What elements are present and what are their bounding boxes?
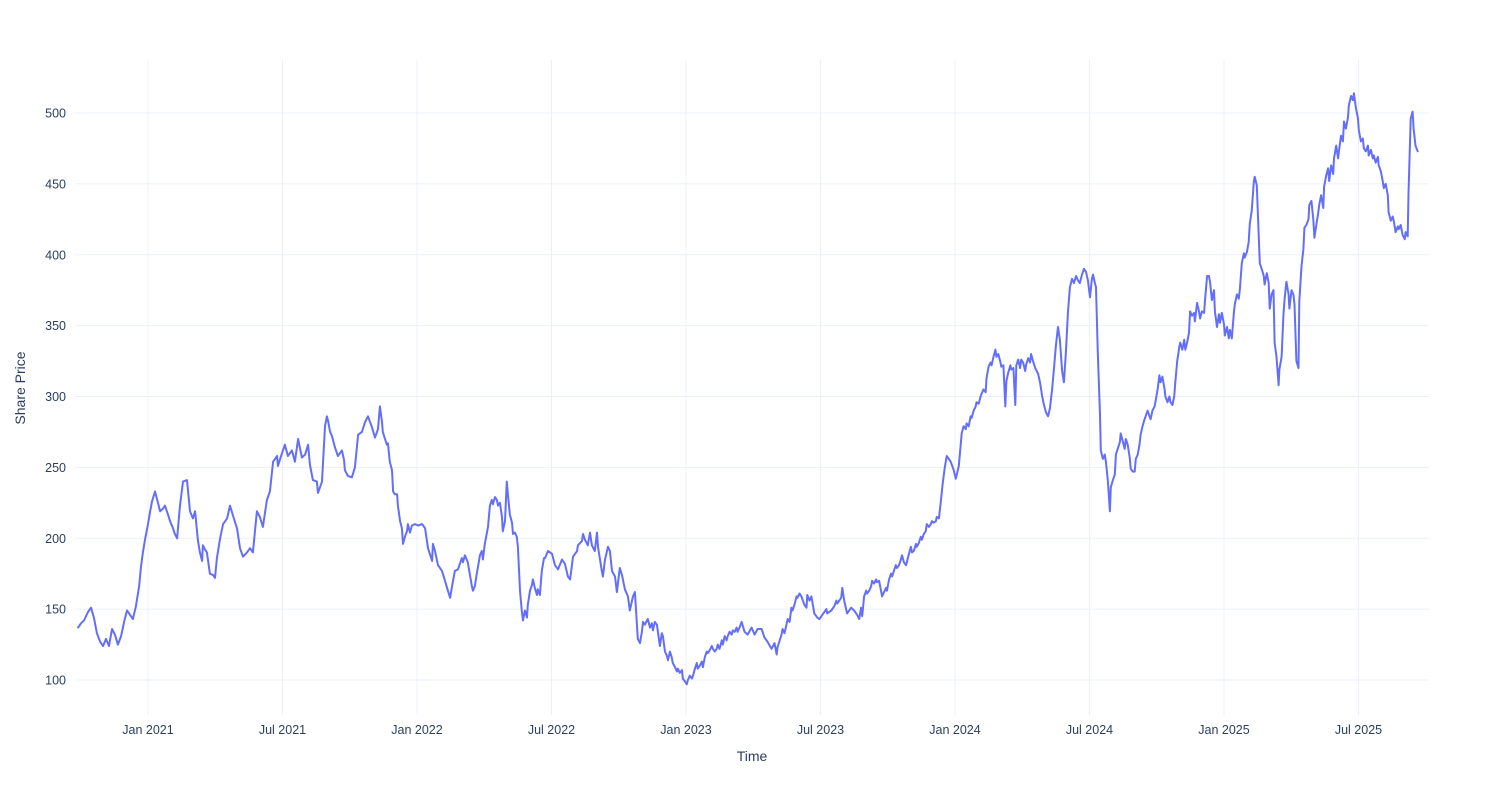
y-tick-label: 200: [45, 532, 66, 546]
y-tick-label: 150: [45, 603, 66, 617]
y-tick-label: 300: [45, 390, 66, 404]
x-tick-label: Jan 2025: [1198, 723, 1249, 737]
y-tick-label: 400: [45, 248, 66, 262]
price-line-series[interactable]: [77, 92, 1419, 686]
y-tick-label: 450: [45, 177, 66, 191]
x-tick-label: Jan 2021: [122, 723, 173, 737]
x-tick-label: Jan 2022: [391, 723, 442, 737]
x-tick-label: Jan 2024: [929, 723, 980, 737]
y-tick-label: 250: [45, 461, 66, 475]
y-tick-label: 500: [45, 107, 66, 121]
x-tick-label: Jul 2025: [1335, 723, 1382, 737]
y-tick-label: 350: [45, 319, 66, 333]
x-tick-label: Jan 2023: [660, 723, 711, 737]
y-axis-title: Share Price: [12, 351, 28, 425]
x-tick-label: Jul 2023: [797, 723, 844, 737]
x-tick-label: Jul 2024: [1066, 723, 1113, 737]
y-tick-label: 100: [45, 674, 66, 688]
x-axis-title: Time: [736, 748, 768, 764]
x-tick-label: Jul 2022: [528, 723, 575, 737]
x-tick-label: Jul 2021: [259, 723, 306, 737]
